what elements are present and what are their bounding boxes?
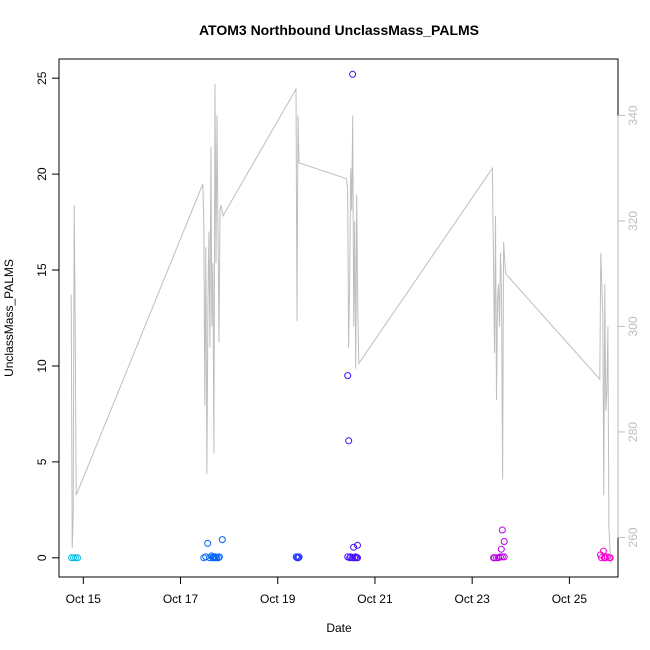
data-point	[204, 539, 212, 547]
data-point	[344, 372, 352, 380]
data-point	[500, 538, 508, 545]
y-tick-label: 25	[35, 71, 49, 85]
y-tick-label: 20	[35, 167, 49, 181]
data-point	[606, 554, 614, 562]
data-point	[218, 536, 226, 544]
data-point	[213, 554, 220, 562]
y-axis-label: UnclassMass_PALMS	[2, 259, 16, 377]
data-point	[212, 553, 219, 561]
x-tick-label: Oct 17	[163, 592, 199, 606]
data-point	[72, 554, 79, 562]
data-point	[498, 553, 506, 561]
y-tick-label: 15	[35, 263, 49, 277]
y2-tick-label: 280	[626, 422, 640, 442]
data-point	[350, 543, 358, 551]
data-point	[295, 553, 303, 561]
secondary-line-layer	[70, 83, 612, 564]
x-tick-label: Oct 15	[66, 592, 102, 606]
data-point	[214, 554, 222, 562]
data-point	[74, 554, 81, 562]
data-point	[349, 554, 357, 562]
data-point	[211, 554, 218, 562]
x-tick-label: Oct 19	[260, 592, 296, 606]
x-tick-label: Oct 23	[454, 592, 490, 606]
x-axis: Oct 15 Oct 17 Oct 19 Oct 21 Oct 23 Oct 25	[66, 576, 588, 606]
points-layer	[68, 70, 614, 562]
secondary-series-line	[70, 83, 612, 564]
y2-tick-label: 320	[626, 211, 640, 231]
data-point	[294, 554, 302, 562]
data-point	[500, 553, 508, 561]
x-axis-label: Date	[326, 621, 352, 635]
data-point	[349, 70, 357, 78]
y-tick-label: 10	[35, 359, 49, 373]
y-axis: 0 5 10 15 20 25	[35, 71, 60, 561]
data-point	[70, 554, 78, 562]
y2-tick-label: 300	[626, 316, 640, 336]
data-point	[215, 553, 223, 561]
y2-tick-label: 260	[626, 527, 640, 547]
data-point	[496, 553, 504, 561]
y2-tick-label: 340	[626, 105, 640, 125]
data-point	[345, 437, 353, 445]
y-tick-label: 5	[35, 458, 49, 465]
data-point	[354, 554, 361, 562]
data-point	[351, 554, 358, 562]
x-tick-label: Oct 21	[357, 592, 393, 606]
x-tick-label: Oct 25	[552, 592, 588, 606]
data-point	[599, 547, 607, 555]
y2-axis: 260 280 300 320 340	[617, 105, 640, 547]
chart-title: ATOM3 Northbound UnclassMass_PALMS	[199, 22, 479, 38]
y-tick-label: 0	[35, 554, 49, 561]
data-point	[497, 545, 505, 553]
data-point	[498, 526, 506, 534]
data-point	[354, 541, 361, 549]
